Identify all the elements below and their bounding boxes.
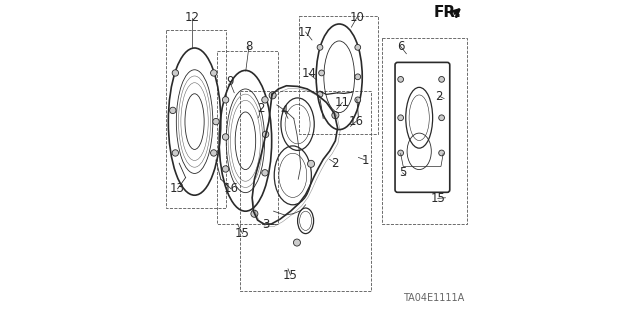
Circle shape — [317, 92, 323, 97]
Circle shape — [317, 44, 323, 50]
Circle shape — [398, 150, 404, 156]
Circle shape — [223, 97, 229, 103]
Circle shape — [294, 239, 301, 246]
Text: TA04E1111A: TA04E1111A — [403, 292, 464, 303]
Text: 5: 5 — [399, 166, 406, 179]
Circle shape — [332, 112, 339, 119]
Circle shape — [319, 70, 324, 76]
Circle shape — [355, 74, 361, 80]
Circle shape — [439, 150, 445, 156]
Circle shape — [211, 70, 217, 76]
Circle shape — [439, 76, 445, 82]
Circle shape — [262, 97, 268, 103]
Text: 8: 8 — [245, 40, 253, 53]
Text: 3: 3 — [262, 218, 269, 230]
Text: 15: 15 — [235, 227, 250, 240]
Circle shape — [269, 92, 276, 99]
Circle shape — [172, 150, 179, 156]
Circle shape — [398, 76, 404, 82]
Text: 13: 13 — [170, 182, 185, 195]
Text: 16: 16 — [223, 182, 239, 195]
Circle shape — [223, 134, 229, 140]
Circle shape — [355, 97, 361, 103]
Text: 9: 9 — [226, 75, 234, 88]
Circle shape — [211, 150, 217, 156]
Text: 12: 12 — [184, 11, 200, 24]
Text: 6: 6 — [397, 40, 404, 53]
Circle shape — [262, 131, 269, 138]
Text: 2: 2 — [332, 157, 339, 170]
Circle shape — [251, 210, 258, 217]
Text: 17: 17 — [298, 26, 313, 38]
Text: 4: 4 — [280, 104, 288, 117]
Text: 14: 14 — [301, 67, 316, 80]
Text: FR.: FR. — [433, 5, 461, 20]
Circle shape — [439, 115, 445, 121]
Circle shape — [262, 170, 268, 176]
Text: 1: 1 — [362, 154, 369, 166]
Text: 2: 2 — [257, 102, 264, 115]
Text: 15: 15 — [430, 192, 445, 205]
Text: 16: 16 — [348, 115, 364, 128]
Circle shape — [307, 160, 314, 167]
Text: 10: 10 — [349, 11, 364, 24]
Text: 15: 15 — [283, 269, 298, 282]
Circle shape — [223, 166, 229, 172]
Text: 2: 2 — [435, 90, 443, 102]
Circle shape — [170, 107, 176, 114]
Circle shape — [398, 115, 404, 121]
Circle shape — [355, 44, 361, 50]
Circle shape — [172, 70, 179, 76]
Circle shape — [212, 118, 219, 125]
Text: 11: 11 — [335, 96, 350, 109]
